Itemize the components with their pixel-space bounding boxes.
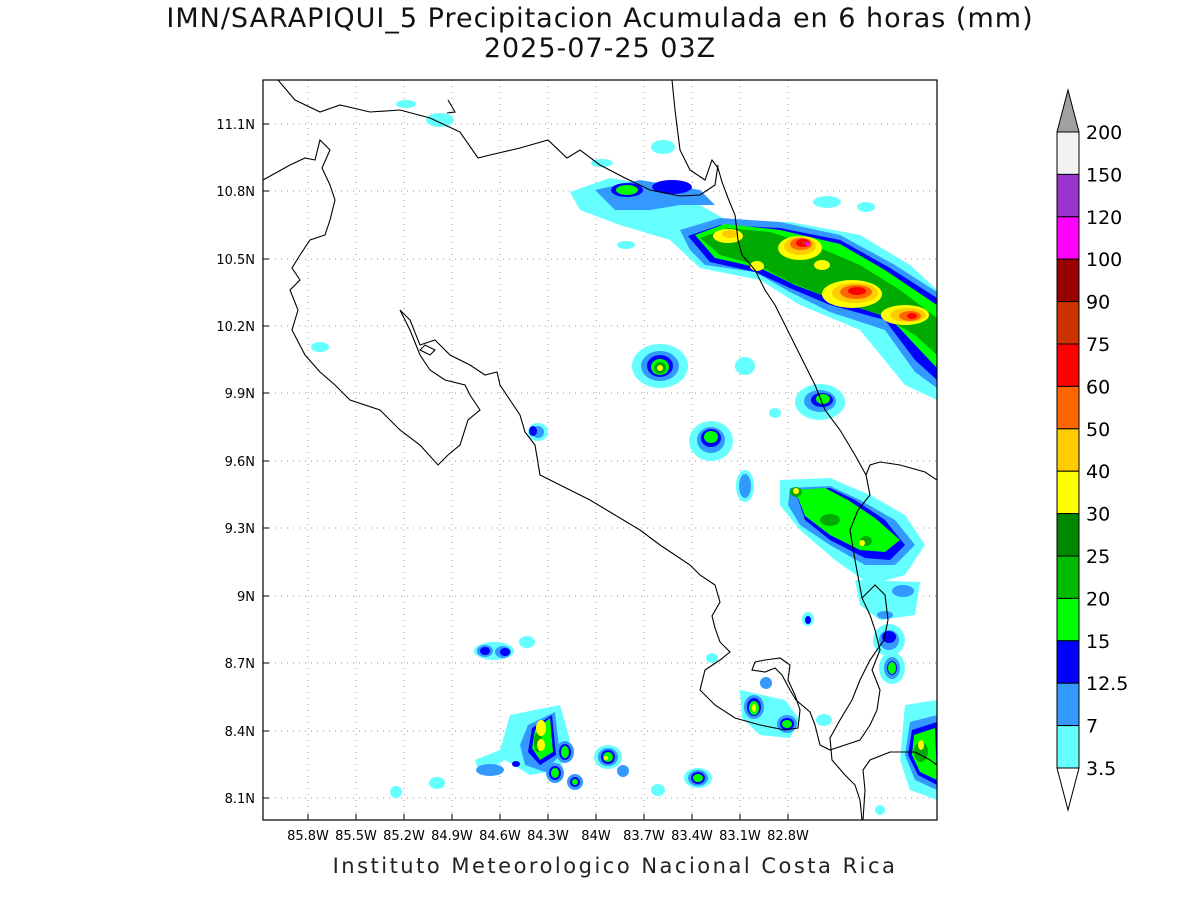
y-tick-label: 9.6N: [225, 455, 255, 470]
y-tick-label: 8.1N: [225, 792, 255, 807]
x-tick-label: 84W: [581, 829, 611, 844]
y-tick-label: 9.3N: [225, 522, 255, 537]
x-tick-label: 85.8W: [287, 829, 329, 844]
y-tick-label: 8.4N: [225, 725, 255, 740]
colorbar-label: 200: [1086, 122, 1122, 144]
colorbar-label: 90: [1086, 292, 1110, 314]
map-gridlines: [263, 80, 937, 820]
colorbar-label: 15: [1086, 631, 1110, 653]
y-tick-label: 10.8N: [216, 185, 255, 200]
footer-credit: Instituto Meteorologico Nacional Costa R…: [332, 854, 898, 878]
x-axis: 85.8W 85.5W 85.2W 84.9W 84.6W 84.3W 84W 83.7W 83…: [287, 814, 809, 844]
colorbar-label: 50: [1086, 419, 1110, 441]
x-tick-label: 85.2W: [383, 829, 425, 844]
y-tick-label: 10.5N: [216, 253, 255, 268]
colorbar-min-triangle: [1056, 767, 1080, 812]
x-tick-label: 84.3W: [527, 829, 569, 844]
y-axis: 11.1N 10.8N 10.5N 10.2N 9.9N 9.6N 9.3N 9N 8.7N 8.…: [216, 118, 269, 807]
map-title: IMN/SARAPIQUI_5 Precipitacion Acumulada …: [166, 3, 1034, 34]
colorbar-swatch: [1056, 597, 1080, 642]
colorbar-label: 3.5: [1086, 758, 1116, 780]
colorbar-swatch: [1056, 258, 1080, 303]
colorbar-swatch: [1056, 343, 1080, 387]
x-tick-label: 84.6W: [479, 829, 521, 844]
y-tick-label: 9.9N: [225, 387, 255, 402]
map-frame: [262, 79, 938, 821]
colorbar-label: 100: [1086, 249, 1122, 271]
x-tick-label: 84.9W: [431, 829, 473, 844]
x-tick-label: 83.1W: [719, 829, 761, 844]
colorbar-label: 12.5: [1086, 673, 1128, 695]
colorbar-legend: 200 150 120 100 90 75 60 50 40 30 25 20 15 12.5 7 3.5: [1056, 88, 1128, 812]
x-tick-label: 85.5W: [335, 829, 377, 844]
y-tick-label: 11.1N: [216, 118, 255, 133]
coastline: [263, 80, 937, 820]
colorbar-swatch: [1056, 385, 1080, 430]
colorbar-swatch: [1056, 470, 1080, 515]
x-tick-label: 83.7W: [623, 829, 665, 844]
colorbar-label: 20: [1086, 588, 1110, 610]
colorbar-swatch: [1056, 173, 1080, 218]
colorbar-swatch: [1056, 131, 1080, 175]
colorbar-label: 25: [1086, 546, 1110, 568]
colorbar-label: 60: [1086, 376, 1110, 398]
colorbar-swatch: [1056, 513, 1080, 557]
y-tick-label: 10.2N: [216, 320, 255, 335]
map-datetime: 2025-07-25 03Z: [483, 33, 717, 64]
colorbar-swatch: [1056, 428, 1080, 472]
colorbar-max-triangle: [1056, 88, 1080, 133]
colorbar-label: 30: [1086, 504, 1110, 526]
colorbar-swatch: [1056, 216, 1080, 260]
colorbar-label: 120: [1086, 207, 1122, 229]
colorbar-swatch: [1056, 301, 1080, 345]
colorbar-label: 40: [1086, 461, 1110, 483]
colorbar-label: 150: [1086, 164, 1122, 186]
y-tick-label: 8.7N: [225, 657, 255, 672]
x-tick-label: 82.8W: [767, 829, 809, 844]
colorbar-swatch: [1056, 640, 1080, 684]
colorbar-swatch: [1056, 555, 1080, 599]
colorbar-label: 7: [1086, 716, 1098, 738]
x-tick-label: 83.4W: [671, 829, 713, 844]
colorbar-swatch: [1056, 682, 1080, 727]
colorbar-swatch: [1056, 725, 1080, 769]
y-tick-label: 9N: [237, 590, 255, 605]
colorbar-label: 75: [1086, 334, 1110, 356]
